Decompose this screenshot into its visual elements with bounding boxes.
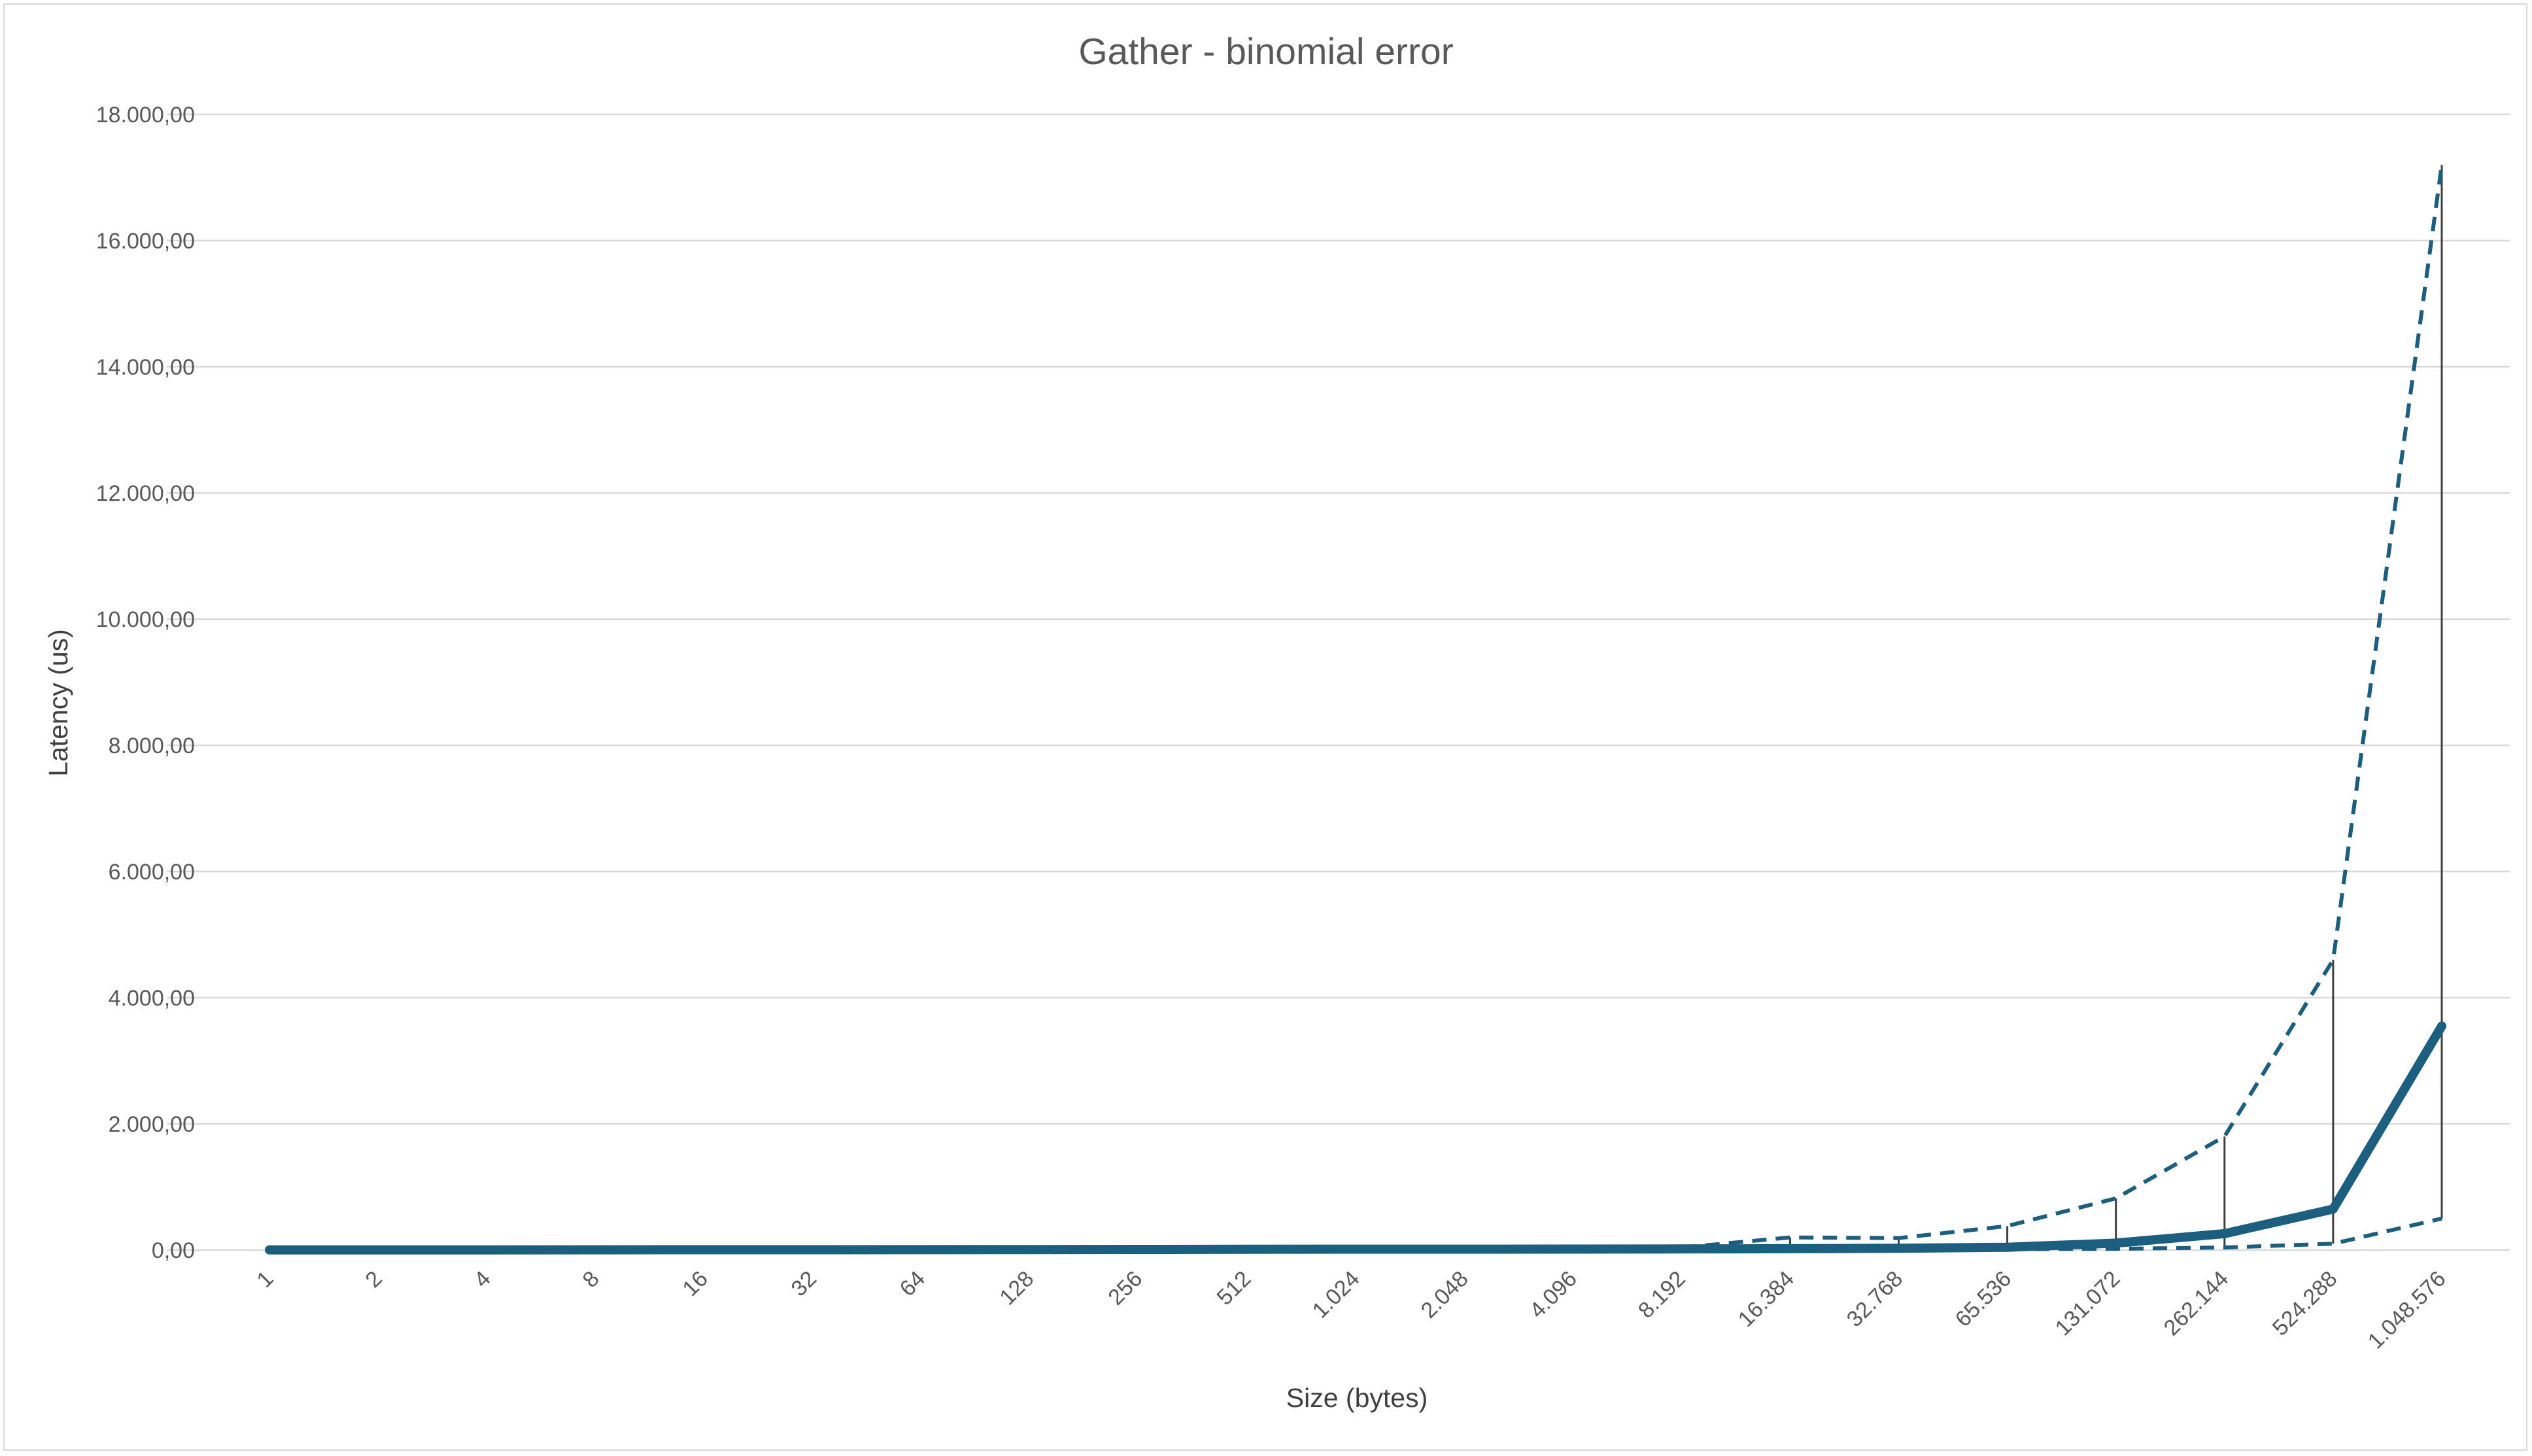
- gridlines: [167, 113, 2510, 1251]
- error-bars: [268, 165, 2443, 1250]
- y-axis-title: Latency (us): [43, 629, 73, 777]
- y-tick-label: 12.000,00: [96, 481, 195, 506]
- y-tick-label: 18.000,00: [96, 103, 195, 127]
- chart-frame: [3, 3, 2527, 1451]
- series-lines: [265, 164, 2446, 1255]
- x-tick-label: 262.144: [2159, 1266, 2234, 1341]
- x-tick-label: 512: [1212, 1266, 1256, 1310]
- series-line-mean: [265, 1021, 2446, 1255]
- x-tick-label: 8: [578, 1266, 604, 1293]
- x-tick-label: 128: [995, 1266, 1038, 1310]
- y-tick-label: 16.000,00: [96, 229, 195, 254]
- x-tick-label: 65.536: [1951, 1266, 2016, 1332]
- x-tick-labels: 1 2 4 8 16 32 64 128 256 512 1.024 2.048 4.096 8.192 1…: [252, 1266, 2450, 1354]
- y-tick-label: 8.000,00: [109, 734, 195, 758]
- x-tick-label: 16.384: [1734, 1266, 1799, 1332]
- x-tick-label: 16: [677, 1266, 713, 1302]
- x-tick-label: 2.048: [1416, 1266, 1473, 1323]
- x-tick-label: 64: [895, 1266, 931, 1302]
- x-tick-label: 256: [1103, 1266, 1147, 1310]
- x-tick-label: 8.192: [1634, 1266, 1690, 1323]
- x-tick-label: 32.768: [1842, 1266, 1908, 1332]
- x-tick-label: 524.288: [2268, 1266, 2342, 1341]
- y-tick-label: 4.000,00: [109, 986, 195, 1011]
- y-tick-labels: 0,00 2.000,00 4.000,00 6.000,00 8.000,00 10.0…: [96, 103, 195, 1263]
- x-tick-label: 131.072: [2051, 1266, 2125, 1341]
- x-axis-title: Size (bytes): [1286, 1383, 1428, 1413]
- y-tick-label: 10.000,00: [96, 607, 195, 632]
- series-line-upper: [269, 164, 2444, 1252]
- x-tick-label: 1: [252, 1266, 278, 1293]
- chart-title: Gather - binomial error: [1078, 31, 1453, 73]
- y-tick-label: 14.000,00: [96, 355, 195, 380]
- x-tick-label: 1.024: [1308, 1266, 1365, 1323]
- y-tick-label: 2.000,00: [109, 1112, 195, 1137]
- x-tick-label: 32: [787, 1266, 822, 1302]
- x-tick-label: 1.048.576: [2363, 1266, 2451, 1354]
- y-tick-label: 0,00: [152, 1238, 195, 1263]
- y-tick-label: 6.000,00: [109, 860, 195, 885]
- x-tick-label: 2: [361, 1266, 387, 1293]
- x-tick-label: 4.096: [1525, 1266, 1582, 1323]
- x-tick-label: 4: [470, 1266, 496, 1293]
